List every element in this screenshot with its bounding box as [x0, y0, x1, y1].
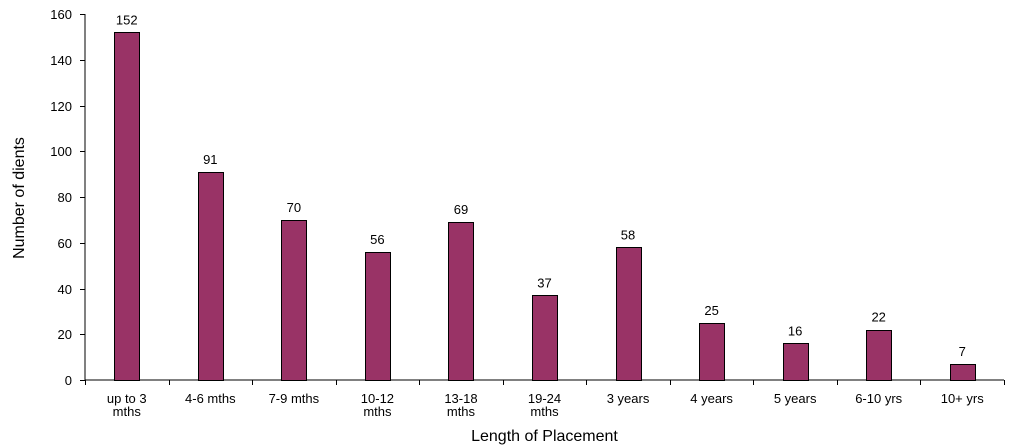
data-label: 91 [203, 152, 217, 167]
x-tick-label: 3 years [607, 391, 650, 406]
data-label: 152 [116, 12, 138, 27]
x-tick-label: 5 years [774, 391, 817, 406]
bar [198, 172, 224, 381]
x-tick-label: 7-9 mths [269, 391, 320, 406]
y-tick-label: 140 [50, 53, 72, 68]
x-tick-label: 19-24 mths [528, 391, 561, 419]
data-label: 7 [959, 344, 966, 359]
bar [532, 295, 558, 381]
y-tick-label: 100 [50, 144, 72, 159]
data-label: 70 [287, 200, 301, 215]
y-axis-ticks: 0 20 40 60 80 100 120 140 160 [50, 7, 85, 388]
bar [365, 252, 391, 381]
y-tick-label: 20 [58, 327, 72, 342]
bar [114, 32, 140, 381]
data-label: 56 [370, 232, 384, 247]
bar [616, 247, 642, 381]
x-tick-label: 4 years [690, 391, 733, 406]
y-tick-label: 0 [65, 373, 72, 388]
bar [448, 222, 474, 381]
y-tick-label: 160 [50, 7, 72, 22]
x-tick-label: 13-18 mths [444, 391, 477, 419]
data-label: 22 [871, 310, 885, 325]
y-tick-label: 80 [58, 190, 72, 205]
y-tick-label: 60 [58, 236, 72, 251]
data-label: 25 [704, 303, 718, 318]
data-label: 37 [537, 275, 551, 290]
bar [866, 330, 892, 381]
x-axis-title: Length of Placement [471, 428, 618, 445]
x-axis-labels: up to 3 mths 4-6 mths 7-9 mths 10-12 mths 13-1… [107, 391, 984, 419]
y-tick-label: 40 [58, 282, 72, 297]
y-tick-label: 120 [50, 99, 72, 114]
x-tick-label: 4-6 mths [185, 391, 236, 406]
data-label: 58 [621, 227, 635, 242]
bar [281, 220, 307, 381]
bar [699, 323, 725, 381]
bar [783, 343, 809, 381]
data-labels: 152 91 70 56 69 37 58 25 16 22 7 [116, 12, 966, 359]
y-axis-title: Number of dients [11, 137, 28, 259]
bar [950, 364, 976, 381]
bars [114, 32, 976, 381]
data-label: 69 [454, 202, 468, 217]
x-tick-label: 6-10 yrs [855, 391, 902, 406]
x-tick-label: 10-12 mths [361, 391, 394, 419]
x-tick-label: up to 3 mths [107, 391, 147, 419]
x-tick-label: 10+ yrs [941, 391, 984, 406]
data-label: 16 [788, 323, 802, 338]
